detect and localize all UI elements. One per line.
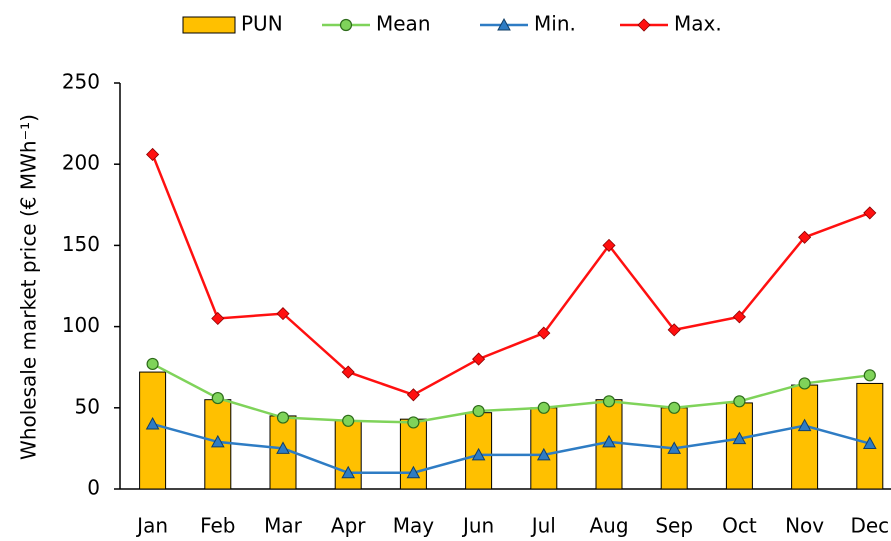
marker: [276, 307, 290, 321]
marker: [407, 416, 420, 429]
legend-marker: [339, 18, 353, 32]
bar: [856, 382, 884, 490]
marker: [667, 441, 682, 454]
y-tick-label: 250: [62, 70, 100, 94]
marker: [667, 323, 681, 337]
bar: [725, 402, 753, 490]
marker: [146, 357, 159, 371]
x-tick-label: Jun: [461, 514, 494, 538]
x-tick-label: Sep: [655, 514, 693, 538]
marker: [537, 401, 550, 414]
marker: [472, 352, 486, 366]
x-tick-label: May: [393, 514, 435, 538]
y-tick-label: 100: [62, 313, 100, 337]
line: [151, 153, 871, 397]
marker: [602, 238, 616, 252]
bar: [399, 418, 427, 490]
marker: [472, 404, 485, 418]
marker: [732, 310, 746, 324]
legend-label: Min.: [534, 12, 576, 36]
x-tick-label: Dec: [850, 514, 889, 538]
x-tick-label: Jul: [530, 514, 556, 538]
line: [152, 422, 871, 475]
x-tick-label: Feb: [200, 514, 235, 538]
x-tick-label: Nov: [785, 514, 824, 538]
marker: [406, 388, 420, 402]
marker: [146, 147, 160, 162]
legend-label: Max.: [674, 12, 722, 36]
x-tick-label: Aug: [589, 514, 628, 538]
marker: [602, 434, 616, 448]
y-tick-label: 0: [87, 476, 100, 500]
legend-marker: [637, 18, 651, 32]
marker: [341, 365, 355, 379]
legend-swatch: [182, 16, 236, 34]
legend-label: Mean: [376, 12, 431, 36]
x-tick-label: Jan: [135, 514, 168, 538]
marker: [276, 411, 290, 424]
marker: [733, 395, 746, 408]
y-tick-label: 50: [75, 394, 100, 418]
line: [152, 362, 870, 424]
marker: [211, 311, 225, 326]
marker: [536, 447, 551, 461]
marker: [406, 465, 421, 479]
marker: [210, 434, 225, 448]
y-tick-label: 150: [62, 232, 100, 256]
marker: [732, 431, 747, 445]
marker: [863, 369, 876, 382]
marker: [863, 206, 877, 220]
marker: [602, 395, 616, 408]
bar: [139, 371, 167, 490]
marker: [341, 465, 356, 479]
x-tick-label: Apr: [331, 514, 366, 538]
marker: [798, 377, 811, 390]
x-tick-label: Oct: [722, 514, 757, 538]
marker: [276, 441, 290, 454]
bar: [791, 384, 819, 490]
legend-marker: [497, 17, 511, 31]
marker: [862, 436, 877, 450]
marker: [211, 391, 224, 405]
marker: [537, 326, 551, 340]
marker: [342, 414, 355, 427]
legend-label: PUN: [241, 12, 283, 36]
bar: [334, 420, 362, 490]
y-tick-label: 200: [62, 151, 100, 175]
marker: [798, 230, 812, 244]
y-axis-label: Wholesale market price (€ MWh⁻¹): [17, 114, 41, 460]
marker: [145, 416, 160, 430]
marker: [668, 401, 681, 414]
x-tick-label: Mar: [264, 514, 303, 538]
marker: [471, 447, 486, 461]
marker: [797, 418, 812, 432]
